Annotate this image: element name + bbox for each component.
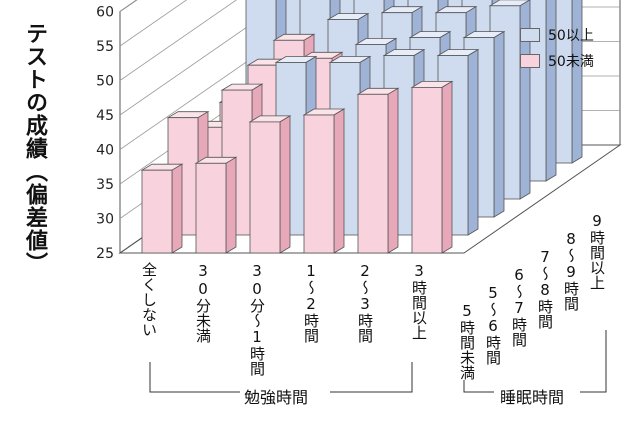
depth-group-label: 睡眠時間 (496, 384, 569, 408)
depth-tick-label: 5〜6時間 (484, 284, 502, 365)
bar (411, 87, 443, 254)
depth-tick-label: 5時間未満 (458, 302, 476, 380)
depth-group-bracket-right (580, 330, 607, 393)
y-tick-label: 35 (96, 177, 114, 193)
x-group-bracket-left (149, 362, 240, 393)
bar-side (441, 80, 453, 254)
legend-item-high: 50以上 (520, 22, 594, 48)
bar (357, 93, 389, 254)
y-tick-label: 50 (96, 74, 114, 90)
bar-side (333, 108, 345, 254)
y-axis-label: テストの成績（偏差値） (22, 22, 47, 275)
legend: 50以上 50未満 (520, 22, 594, 74)
bar-side (493, 30, 505, 218)
x-tick-label: 1〜2時間 (302, 262, 320, 343)
depth-tick-label: 8〜9時間 (562, 230, 580, 311)
legend-label-high: 50以上 (548, 28, 594, 44)
x-tick-label: 3時間以上 (410, 262, 428, 340)
bar (195, 162, 227, 254)
legend-item-low: 50未満 (520, 48, 594, 74)
x-group-label: 勉強時間 (240, 384, 313, 408)
y-tick-label: 25 (96, 246, 114, 262)
depth-tick-label: 7〜8時間 (536, 248, 554, 329)
bar-side (467, 48, 479, 236)
gridline-side (119, 0, 237, 81)
y-tick-label: 45 (96, 108, 114, 124)
depth-tick-label: 9時間以上 (588, 212, 606, 290)
x-tick-label: 30分〜1時間 (248, 262, 266, 376)
y-tick-label: 30 (96, 212, 114, 228)
gridline-side (119, 0, 188, 47)
depth-group-bracket-left (463, 380, 494, 393)
x-tick-label: 30分未満 (194, 262, 212, 343)
x-group-bracket-right (330, 362, 413, 393)
bar-side (279, 115, 291, 254)
y-tick-label: 60 (96, 5, 114, 21)
x-tick-label: 全くしない (140, 262, 158, 337)
y-tick-label: 55 (96, 39, 114, 55)
y-tick-label: 40 (96, 143, 114, 159)
bar-side (171, 163, 183, 254)
legend-swatch-low (520, 54, 540, 68)
bar (141, 169, 173, 254)
bar (249, 121, 281, 254)
bar-side (387, 87, 399, 254)
legend-label-low: 50未満 (548, 54, 594, 70)
bar-side (225, 156, 237, 254)
x-tick-label: 2〜3時間 (356, 262, 374, 343)
legend-swatch-high (520, 28, 540, 42)
bar (303, 114, 335, 254)
depth-tick-label: 6〜7時間 (510, 266, 528, 347)
